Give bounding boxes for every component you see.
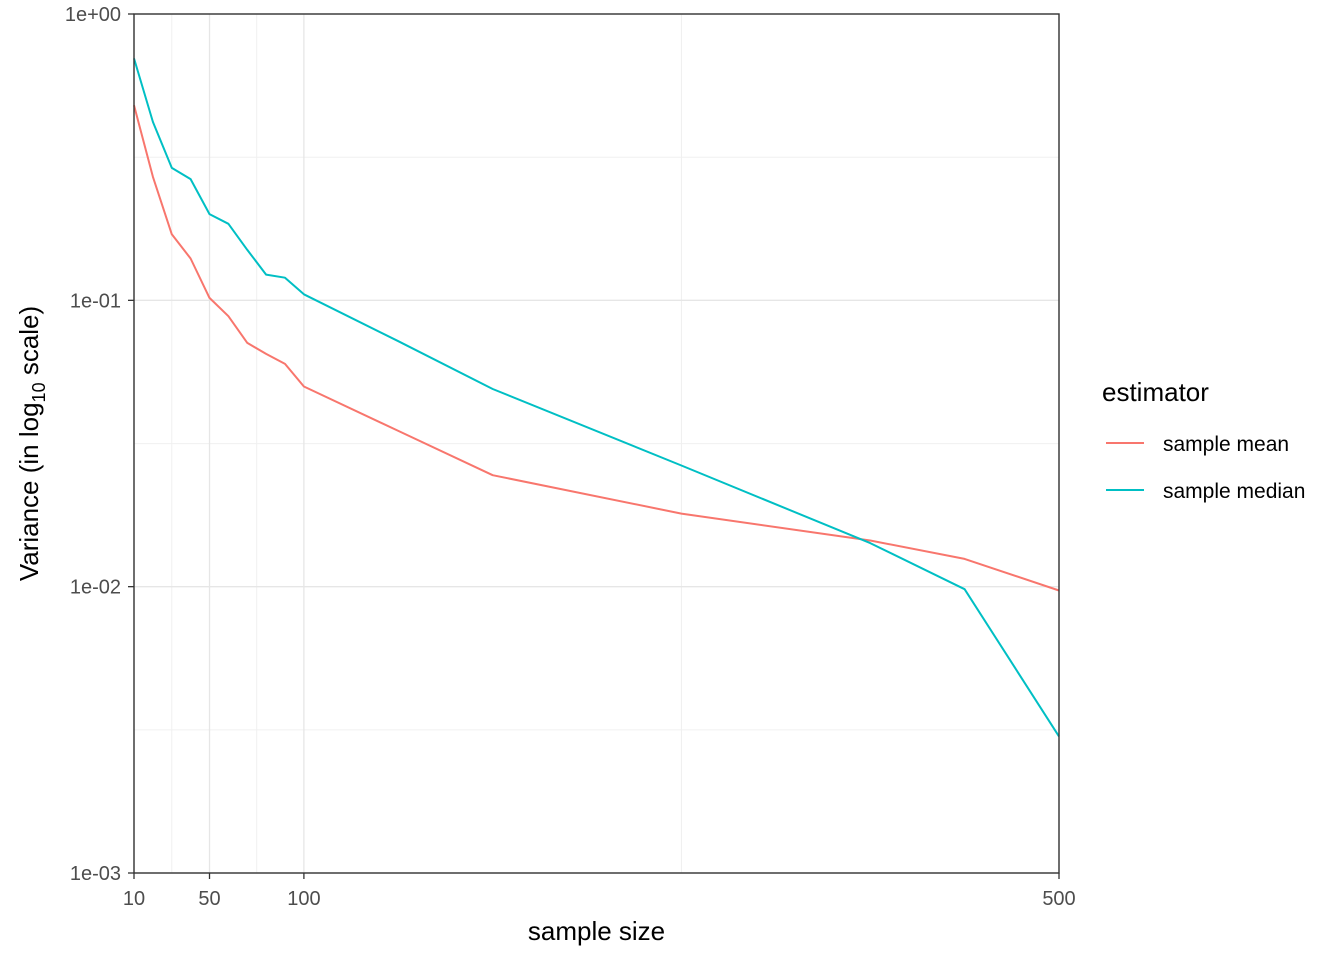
y-axis-title-suffix: scale)	[14, 306, 44, 383]
x-tick-label: 500	[1042, 888, 1075, 910]
y-tick-label: 1e-02	[70, 577, 121, 599]
series-line-sample-median	[133, 58, 1060, 737]
y-tick-label: 1e-01	[70, 290, 121, 312]
y-axis-title: Variance (in log10 scale)	[14, 306, 49, 581]
y-axis-title-subscript: 10	[29, 382, 49, 402]
x-tick-label: 100	[287, 888, 320, 910]
x-tick-label: 50	[198, 888, 220, 910]
panel-border	[133, 13, 1060, 874]
y-tick-label: 1e+00	[65, 4, 121, 26]
series-line-sample-mean	[133, 105, 1060, 592]
legend-label: sample median	[1163, 480, 1305, 503]
legend-label: sample mean	[1163, 433, 1289, 456]
y-tick-label: 1e-03	[70, 863, 121, 885]
legend: estimator sample mean sample median	[1102, 377, 1305, 503]
y-axis-title-main: Variance (in log	[14, 402, 44, 581]
x-tick-label: 10	[123, 888, 145, 910]
axes: 10 50 100 500 1e-03 1e-02 1e-01 1e+00	[65, 4, 1076, 910]
x-axis-title: sample size	[528, 916, 665, 946]
legend-items: sample mean sample median	[1106, 433, 1305, 503]
legend-title: estimator	[1102, 377, 1209, 407]
series-lines	[133, 58, 1060, 737]
